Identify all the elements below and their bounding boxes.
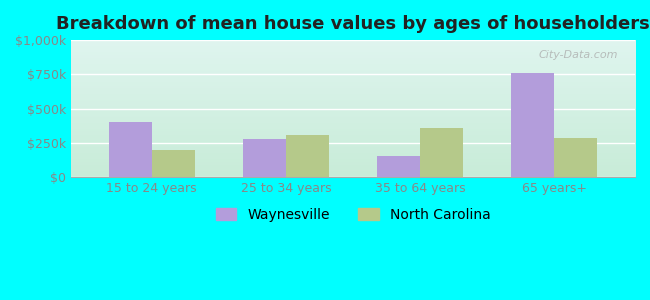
Bar — [151, 150, 194, 177]
Bar — [377, 156, 420, 177]
Bar — [554, 138, 597, 177]
Bar — [109, 122, 151, 177]
Legend: Waynesville, North Carolina: Waynesville, North Carolina — [210, 202, 496, 227]
Title: Breakdown of mean house values by ages of householders: Breakdown of mean house values by ages o… — [56, 15, 650, 33]
Bar — [243, 139, 286, 177]
Bar — [286, 135, 329, 177]
Bar — [512, 73, 554, 177]
Text: City-Data.com: City-Data.com — [539, 50, 618, 60]
Bar — [420, 128, 463, 177]
